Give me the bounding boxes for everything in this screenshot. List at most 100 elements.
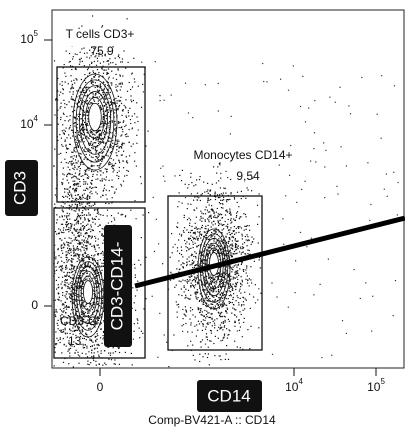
- event: [228, 302, 230, 304]
- event: [88, 278, 91, 280]
- event: [217, 166, 219, 168]
- event: [216, 172, 218, 174]
- event: [114, 130, 117, 132]
- event: [228, 295, 230, 297]
- event: [143, 308, 145, 310]
- event: [98, 153, 100, 156]
- event: [85, 181, 87, 183]
- event: [194, 231, 196, 233]
- event: [183, 285, 185, 287]
- event: [110, 146, 112, 148]
- event: [59, 337, 61, 339]
- event: [104, 94, 106, 96]
- event: [70, 298, 73, 300]
- event: [60, 137, 62, 139]
- event: [225, 291, 227, 293]
- event: [97, 131, 99, 133]
- event: [227, 334, 229, 336]
- event: [126, 160, 128, 162]
- event: [219, 285, 221, 287]
- event: [133, 323, 135, 325]
- event: [193, 237, 196, 239]
- event: [242, 247, 245, 249]
- event: [84, 137, 87, 139]
- event: [313, 132, 316, 134]
- event: [191, 262, 193, 264]
- event: [85, 232, 87, 234]
- event: [220, 322, 223, 324]
- event: [73, 210, 75, 212]
- event: [76, 310, 78, 312]
- event: [80, 161, 82, 163]
- event: [231, 271, 233, 273]
- event: [67, 218, 69, 220]
- event: [54, 231, 57, 233]
- event: [182, 330, 184, 332]
- event: [104, 362, 106, 364]
- event: [91, 180, 93, 182]
- event: [79, 254, 81, 256]
- event: [89, 235, 91, 237]
- event: [94, 218, 96, 220]
- event: [86, 167, 88, 169]
- event: [236, 201, 238, 203]
- event: [208, 304, 210, 306]
- event: [100, 272, 102, 274]
- event: [116, 143, 118, 145]
- event: [78, 231, 80, 233]
- event: [102, 254, 104, 256]
- event: [124, 106, 127, 108]
- event: [101, 227, 103, 230]
- event: [235, 216, 237, 218]
- event: [225, 255, 227, 257]
- event: [92, 147, 94, 149]
- event: [76, 239, 78, 241]
- event: [210, 340, 212, 342]
- event: [75, 177, 78, 179]
- event: [110, 352, 112, 354]
- event: [118, 99, 120, 102]
- event: [107, 88, 109, 90]
- event: [63, 242, 65, 244]
- event: [209, 291, 211, 293]
- event: [94, 273, 96, 275]
- event: [88, 202, 91, 204]
- event: [76, 183, 78, 185]
- event: [88, 364, 90, 366]
- event: [211, 317, 213, 319]
- event: [233, 304, 235, 306]
- event: [334, 101, 336, 103]
- event: [90, 331, 92, 333]
- tick-label: 0: [97, 380, 104, 394]
- contour: [73, 261, 103, 331]
- event: [204, 227, 206, 230]
- event: [209, 190, 211, 192]
- event: [104, 54, 106, 56]
- event: [98, 75, 100, 78]
- event: [88, 150, 90, 152]
- event: [56, 269, 58, 271]
- event: [66, 148, 68, 150]
- event: [88, 106, 90, 108]
- event: [69, 169, 71, 171]
- event: [219, 279, 221, 281]
- event: [234, 309, 236, 311]
- event: [70, 269, 72, 271]
- event: [67, 193, 69, 195]
- event: [246, 275, 248, 277]
- event: [62, 206, 64, 208]
- event: [82, 273, 84, 275]
- event: [205, 259, 207, 261]
- event: [67, 148, 69, 150]
- event: [55, 256, 57, 258]
- event: [97, 211, 99, 213]
- event: [224, 253, 226, 255]
- event: [123, 120, 125, 122]
- event: [209, 194, 211, 196]
- event: [221, 283, 223, 285]
- event: [97, 210, 99, 212]
- event: [69, 143, 71, 145]
- event: [82, 163, 84, 165]
- event: [220, 286, 222, 289]
- event: [69, 242, 71, 244]
